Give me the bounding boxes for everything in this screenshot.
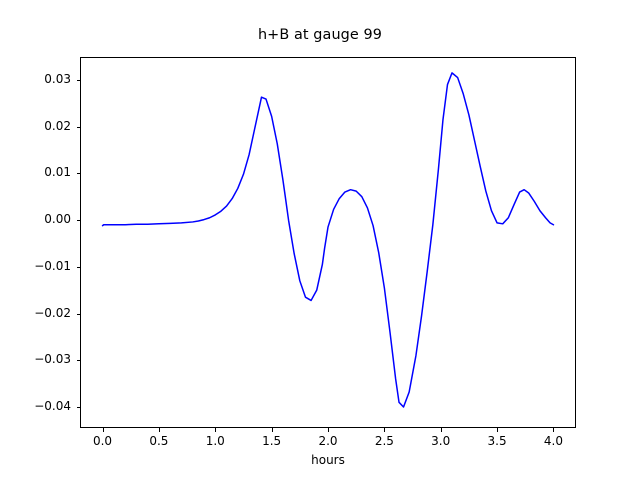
- chart-title: h+B at gauge 99: [257, 27, 383, 43]
- x-tick-mark: [553, 428, 555, 432]
- y-tick-label: −0.01: [34, 258, 71, 273]
- x-tick-mark: [271, 428, 273, 432]
- x-tick-mark: [497, 428, 499, 432]
- x-tick-label: 1.5: [262, 434, 282, 448]
- y-tick-mark: [76, 360, 80, 362]
- x-tick-label: 1.0: [205, 434, 225, 448]
- x-tick-label: 3.0: [431, 434, 451, 448]
- y-tick-mark: [76, 266, 80, 268]
- x-tick-mark: [215, 428, 217, 432]
- x-tick-mark: [102, 428, 104, 432]
- y-tick-mark: [76, 313, 80, 315]
- y-tick-mark: [76, 406, 80, 408]
- plot-area: [101, 72, 555, 408]
- y-tick-label: −0.02: [34, 305, 71, 320]
- y-tick-label: −0.03: [34, 352, 71, 367]
- y-tick-label: −0.04: [34, 398, 71, 413]
- y-tick-label: 0.03: [44, 71, 71, 86]
- x-tick-label: 0.0: [92, 434, 113, 448]
- y-tick-mark: [76, 79, 80, 81]
- y-tick-label: 0.02: [44, 118, 71, 133]
- x-tick-mark: [384, 428, 386, 432]
- data-series-line: [101, 72, 555, 408]
- x-axis-label: hours: [311, 453, 345, 467]
- x-tick-label: 2.5: [374, 434, 394, 448]
- x-tick-mark: [158, 428, 160, 432]
- x-tick-mark: [328, 428, 329, 432]
- x-tick-label: 0.5: [149, 434, 169, 448]
- x-tick-label: 2.0: [318, 434, 338, 448]
- y-tick-mark: [76, 126, 80, 128]
- plot-axes-frame: [80, 57, 576, 428]
- x-tick-mark: [440, 428, 442, 432]
- y-tick-mark: [76, 220, 80, 222]
- x-tick-label: 3.5: [487, 434, 507, 448]
- x-tick-label: 4.0: [543, 434, 563, 448]
- y-tick-label: 0.01: [44, 165, 71, 180]
- y-tick-label: 0.00: [44, 212, 71, 227]
- y-tick-mark: [76, 173, 80, 175]
